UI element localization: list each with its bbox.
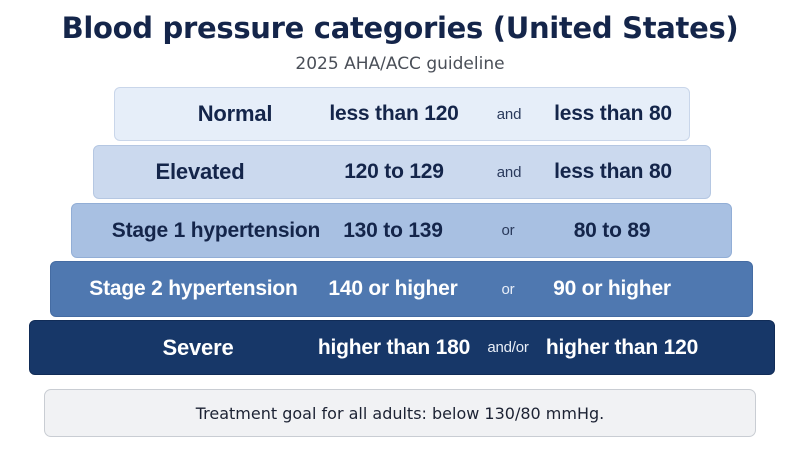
connector-word: and	[496, 105, 522, 123]
diastolic-value: 90 or higher	[553, 277, 671, 300]
connector-word: and	[496, 163, 522, 181]
systolic-value: 130 to 139	[343, 218, 443, 242]
connector-word: or	[501, 280, 515, 298]
treatment-goal-note: Treatment goal for all adults: below 130…	[44, 389, 756, 437]
connector-word: and/or	[487, 339, 529, 356]
diastolic-value: 80 to 89	[573, 218, 651, 242]
category-row-severe: Severe higher than 180 and/or higher tha…	[29, 320, 775, 375]
category-label: Stage 1 hypertension	[111, 218, 321, 242]
category-row-normal: Normal less than 120 and less than 80	[114, 87, 690, 141]
category-row-stage-1: Stage 1 hypertension 130 to 139 or 80 to…	[71, 203, 732, 258]
diastolic-value: less than 80	[554, 160, 672, 183]
category-label: Severe	[162, 334, 234, 360]
diastolic-value: higher than 120	[545, 335, 699, 359]
systolic-value: 120 to 129	[344, 160, 444, 183]
connector-word: or	[501, 222, 515, 239]
category-label: Normal	[197, 101, 273, 126]
page-title: Blood pressure categories (United States…	[61, 11, 739, 45]
category-row-stage-2: Stage 2 hypertension 140 or higher or 90…	[50, 261, 753, 317]
page-subtitle: 2025 AHA/ACC guideline	[295, 54, 505, 74]
systolic-value: higher than 180	[317, 335, 471, 359]
category-row-elevated: Elevated 120 to 129 and less than 80	[93, 145, 711, 199]
category-label: Elevated	[155, 159, 245, 184]
diastolic-value: less than 80	[554, 102, 672, 125]
category-label: Stage 2 hypertension	[89, 277, 298, 300]
systolic-value: less than 120	[329, 102, 459, 125]
systolic-value: 140 or higher	[328, 277, 458, 300]
